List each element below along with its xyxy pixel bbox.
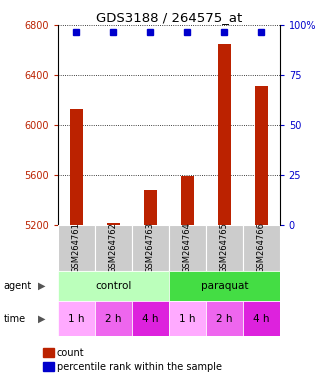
- Text: time: time: [3, 314, 25, 324]
- Bar: [218, 44, 231, 225]
- Bar: [95, 225, 132, 271]
- Text: percentile rank within the sample: percentile rank within the sample: [57, 362, 222, 372]
- Text: GSM264762: GSM264762: [109, 222, 118, 273]
- Text: GSM264765: GSM264765: [220, 222, 229, 273]
- Bar: [95, 301, 132, 336]
- Bar: [132, 301, 169, 336]
- Text: 1 h: 1 h: [68, 314, 85, 324]
- Text: 2 h: 2 h: [105, 314, 121, 324]
- Bar: [169, 301, 206, 336]
- Text: 4 h: 4 h: [142, 314, 159, 324]
- Text: 1 h: 1 h: [179, 314, 196, 324]
- Bar: [70, 109, 83, 225]
- Text: agent: agent: [3, 281, 31, 291]
- Bar: [58, 271, 169, 301]
- Text: control: control: [95, 281, 131, 291]
- Bar: [58, 225, 95, 271]
- Text: GSM264766: GSM264766: [257, 222, 266, 273]
- Bar: [243, 225, 280, 271]
- Text: 4 h: 4 h: [253, 314, 269, 324]
- Text: GSM264763: GSM264763: [146, 222, 155, 273]
- Bar: [144, 190, 157, 225]
- Text: ▶: ▶: [38, 314, 45, 324]
- Text: ▶: ▶: [38, 281, 45, 291]
- Bar: [255, 86, 268, 225]
- Bar: [169, 225, 206, 271]
- Bar: [243, 301, 280, 336]
- Bar: [206, 225, 243, 271]
- Title: GDS3188 / 264575_at: GDS3188 / 264575_at: [96, 11, 242, 24]
- Bar: [169, 271, 280, 301]
- Text: 2 h: 2 h: [216, 314, 232, 324]
- Text: count: count: [57, 348, 84, 358]
- Bar: [132, 225, 169, 271]
- Bar: [206, 301, 243, 336]
- Text: GSM264761: GSM264761: [72, 222, 81, 273]
- Bar: [107, 223, 120, 225]
- Bar: [181, 176, 194, 225]
- Text: GSM264764: GSM264764: [183, 222, 192, 273]
- Bar: [58, 301, 95, 336]
- Text: paraquat: paraquat: [201, 281, 248, 291]
